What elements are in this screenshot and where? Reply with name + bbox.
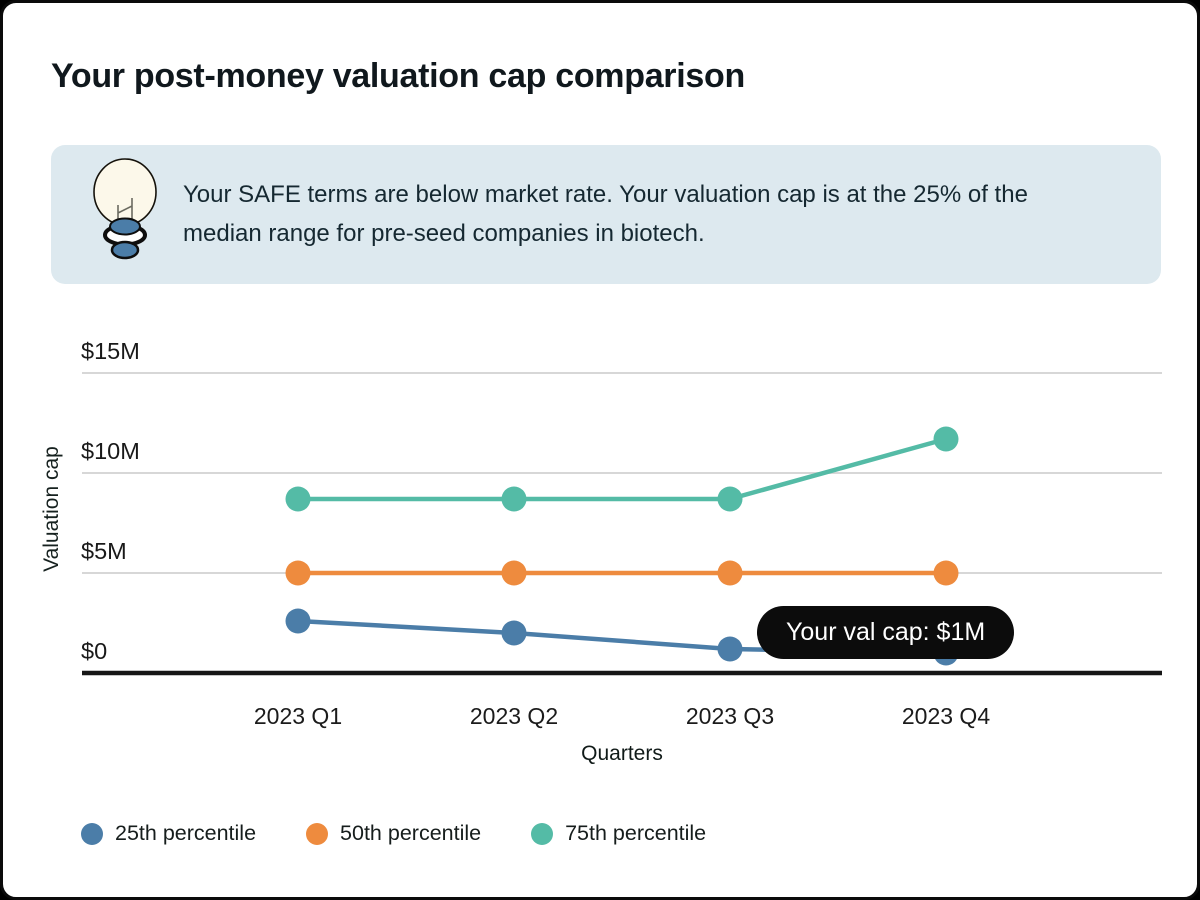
legend-dot (306, 822, 329, 845)
data-point[interactable] (933, 426, 959, 452)
val-cap-tooltip: Your val cap: $1M (757, 606, 1015, 659)
data-point[interactable] (501, 486, 527, 512)
callout-text: Your SAFE terms are below market rate. Y… (183, 181, 1028, 247)
y-tick-label: $0 (81, 638, 107, 664)
data-point[interactable] (285, 486, 311, 512)
y-tick-label: $15M (81, 338, 140, 364)
series-line-2 (298, 436, 947, 502)
page-title: Your post-money valuation cap comparison (51, 57, 745, 95)
x-tick-label: 2023 Q3 (686, 703, 774, 729)
valuation-chart[interactable]: $0 $5M $10M $15M 2023 Q1 2023 Q2 2023 Q3 2023 Q… (3, 313, 1200, 738)
legend-label: 25th percentile (115, 821, 257, 845)
data-point[interactable] (285, 608, 311, 634)
legend-label: 50th percentile (340, 821, 482, 845)
x-axis-label: Quarters (581, 742, 663, 765)
data-point[interactable] (285, 560, 311, 586)
legend-dot (81, 822, 103, 845)
x-tick-label: 2023 Q1 (254, 703, 342, 729)
data-point[interactable] (501, 620, 527, 646)
legend-item-50th[interactable]: 50th percentile (306, 821, 481, 846)
legend-item-75th[interactable]: 75th percentile (531, 821, 706, 846)
data-point[interactable] (501, 560, 527, 586)
data-point[interactable] (933, 560, 959, 586)
legend-label: 75th percentile (565, 821, 707, 845)
data-point[interactable] (717, 486, 743, 512)
insight-callout: Your SAFE terms are below market rate. Y… (51, 145, 1161, 284)
data-point[interactable] (717, 560, 743, 586)
x-tick-label: 2023 Q2 (470, 703, 558, 729)
x-tick-label: 2023 Q4 (902, 703, 990, 729)
legend-item-25th[interactable]: 25th percentile (81, 821, 256, 846)
data-point[interactable] (717, 636, 743, 662)
legend-dot (531, 822, 554, 845)
lightbulb-icon (83, 155, 167, 270)
chart-legend: 25th percentile 50th percentile 75th perce… (81, 821, 706, 846)
y-tick-label: $5M (81, 538, 127, 564)
y-tick-label: $10M (81, 438, 140, 464)
